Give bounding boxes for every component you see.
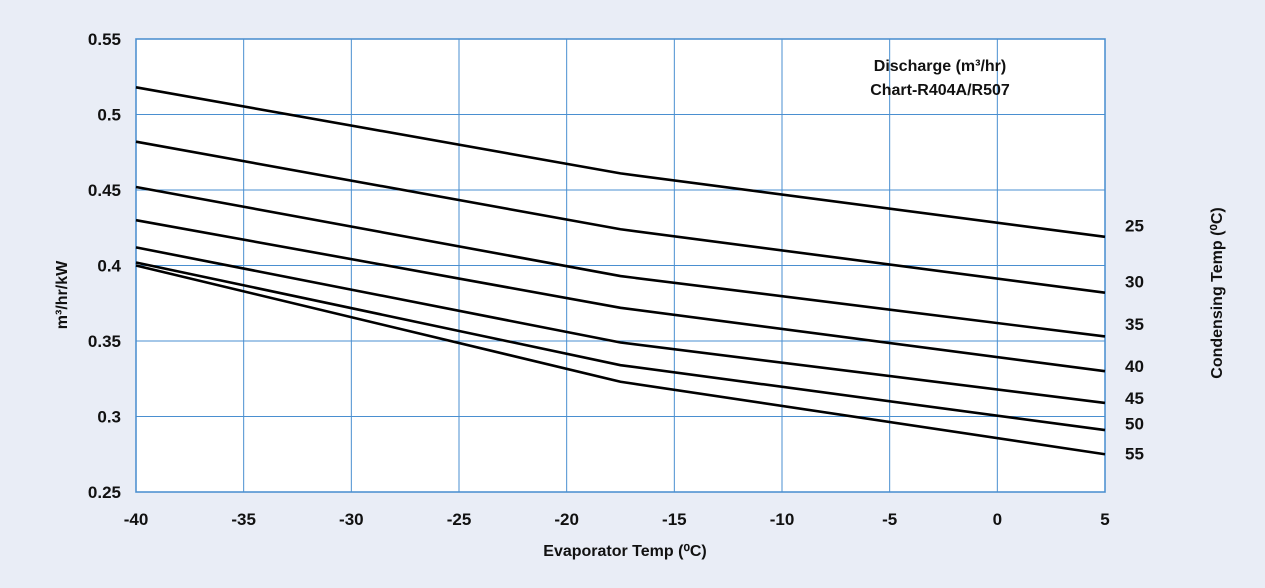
x-tick-label: -30 bbox=[339, 510, 364, 529]
y-tick-label: 0.45 bbox=[88, 181, 121, 200]
series-label-55: 55 bbox=[1125, 445, 1144, 464]
series-line-55 bbox=[135, 264, 1106, 456]
x-tick-label: -5 bbox=[882, 510, 897, 529]
chart-title-line-2: Chart-R404A/R507 bbox=[870, 82, 1010, 99]
x-tick-label: -15 bbox=[662, 510, 687, 529]
series-label-35: 35 bbox=[1125, 315, 1144, 334]
series-line-45 bbox=[135, 246, 1106, 405]
series-line-50 bbox=[135, 261, 1106, 432]
x-tick-labels: -40 -35 -30 -25 -20 -15 -10 -5 0 5 bbox=[124, 510, 1110, 529]
series-line-40 bbox=[135, 218, 1106, 373]
chart-title-line-1: Discharge (m³/hr) bbox=[874, 58, 1006, 75]
series-label-40: 40 bbox=[1125, 357, 1144, 376]
right-axis-title: Condensing Temp (⁰C) bbox=[1209, 207, 1226, 378]
x-tick-label: -40 bbox=[124, 510, 149, 529]
series-line-25 bbox=[135, 86, 1106, 239]
series-label-25: 25 bbox=[1125, 217, 1144, 236]
x-tick-label: 5 bbox=[1100, 510, 1109, 529]
y-tick-label: 0.55 bbox=[88, 30, 121, 49]
x-tick-label: -10 bbox=[770, 510, 795, 529]
y-axis-title: m³/hr/kW bbox=[54, 260, 71, 329]
x-tick-label: -20 bbox=[554, 510, 579, 529]
series-label-45: 45 bbox=[1125, 389, 1144, 408]
series-line-30 bbox=[135, 140, 1106, 294]
y-tick-label: 0.25 bbox=[88, 483, 121, 502]
x-axis-title: Evaporator Temp (⁰C) bbox=[543, 543, 706, 560]
series-label-30: 30 bbox=[1125, 273, 1144, 292]
y-tick-labels: 0.25 0.3 0.35 0.4 0.45 0.5 0.55 bbox=[88, 30, 122, 502]
curve-labels: 25 30 35 40 45 50 55 bbox=[1125, 217, 1144, 464]
x-tick-label: -25 bbox=[447, 510, 472, 529]
series-lines bbox=[135, 86, 1106, 456]
grid-lines bbox=[135, 38, 1106, 493]
y-tick-label: 0.3 bbox=[97, 408, 121, 427]
x-tick-label: 0 bbox=[993, 510, 1002, 529]
series-line-35 bbox=[135, 185, 1106, 338]
x-tick-label: -35 bbox=[231, 510, 256, 529]
series-label-50: 50 bbox=[1125, 415, 1144, 434]
y-tick-label: 0.5 bbox=[97, 106, 121, 125]
y-tick-label: 0.4 bbox=[97, 257, 121, 276]
y-tick-label: 0.35 bbox=[88, 332, 121, 351]
